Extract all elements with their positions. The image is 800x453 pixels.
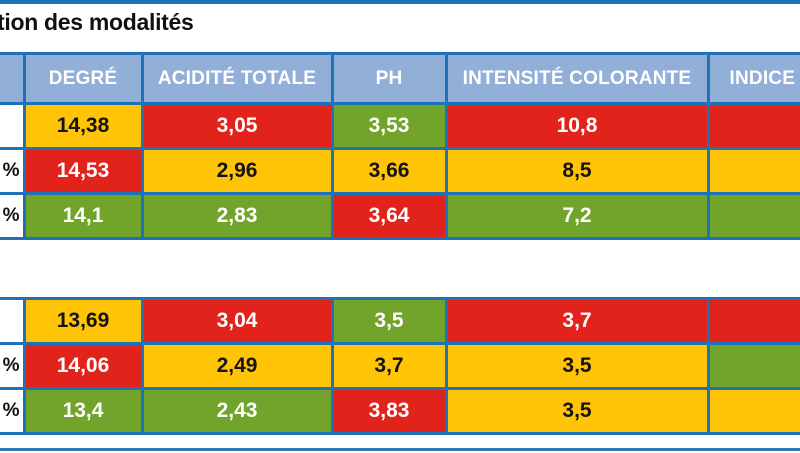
cell-intensite: 3,5	[444, 387, 710, 435]
cell-intensite: 3,7	[444, 297, 710, 345]
table-row: % 14,06 2,49 3,7 3,5	[0, 342, 800, 390]
cell-acidite: 2,96	[140, 147, 334, 195]
cell-indice	[706, 342, 800, 390]
row-label: %	[0, 387, 26, 435]
cell-ph: 3,64	[330, 192, 448, 240]
cell-degre: 13,4	[22, 387, 144, 435]
cell-ph: 3,83	[330, 387, 448, 435]
modalities-table-1: DEGRÉ ACIDITÉ TOTALE PH INTENSITÉ COLORA…	[0, 52, 800, 240]
modalities-table-2: 13,69 3,04 3,5 3,7 % 14,06 2,49 3,7 3,5 …	[0, 297, 800, 435]
cell-intensite: 10,8	[444, 102, 710, 150]
row-label	[0, 297, 26, 345]
column-header-intensite: INTENSITÉ COLORANTE	[444, 52, 710, 105]
table-row: 14,38 3,05 3,53 10,8	[0, 102, 800, 150]
cell-degre: 14,1	[22, 192, 144, 240]
cell-acidite: 2,43	[140, 387, 334, 435]
cell-indice	[706, 102, 800, 150]
table-row: % 14,53 2,96 3,66 8,5	[0, 147, 800, 195]
cell-degre: 14,38	[22, 102, 144, 150]
column-header-label	[0, 52, 26, 105]
cell-acidite: 3,05	[140, 102, 334, 150]
cell-intensite: 3,5	[444, 342, 710, 390]
column-header-ph: PH	[330, 52, 448, 105]
row-label: %	[0, 147, 26, 195]
cell-indice	[706, 297, 800, 345]
cell-ph: 3,7	[330, 342, 448, 390]
bottom-rule	[0, 448, 800, 451]
table-row: % 13,4 2,43 3,83 3,5	[0, 387, 800, 435]
cell-acidite: 2,49	[140, 342, 334, 390]
cell-ph: 3,5	[330, 297, 448, 345]
cell-acidite: 3,04	[140, 297, 334, 345]
cell-intensite: 8,5	[444, 147, 710, 195]
cell-intensite: 7,2	[444, 192, 710, 240]
cell-degre: 14,53	[22, 147, 144, 195]
cell-indice	[706, 192, 800, 240]
cell-degre: 13,69	[22, 297, 144, 345]
column-header-acidite: ACIDITÉ TOTALE	[140, 52, 334, 105]
row-label	[0, 102, 26, 150]
cell-degre: 14,06	[22, 342, 144, 390]
page-title: tion des modalités	[0, 9, 194, 35]
cell-indice	[706, 387, 800, 435]
table-row: 13,69 3,04 3,5 3,7	[0, 297, 800, 345]
row-label: %	[0, 192, 26, 240]
column-header-indice: INDICE	[706, 52, 800, 105]
cell-ph: 3,53	[330, 102, 448, 150]
cell-ph: 3,66	[330, 147, 448, 195]
cell-indice	[706, 147, 800, 195]
table-row: % 14,1 2,83 3,64 7,2	[0, 192, 800, 240]
header-row: DEGRÉ ACIDITÉ TOTALE PH INTENSITÉ COLORA…	[0, 52, 800, 105]
row-label: %	[0, 342, 26, 390]
cell-acidite: 2,83	[140, 192, 334, 240]
top-rule	[0, 0, 800, 4]
column-header-degre: DEGRÉ	[22, 52, 144, 105]
